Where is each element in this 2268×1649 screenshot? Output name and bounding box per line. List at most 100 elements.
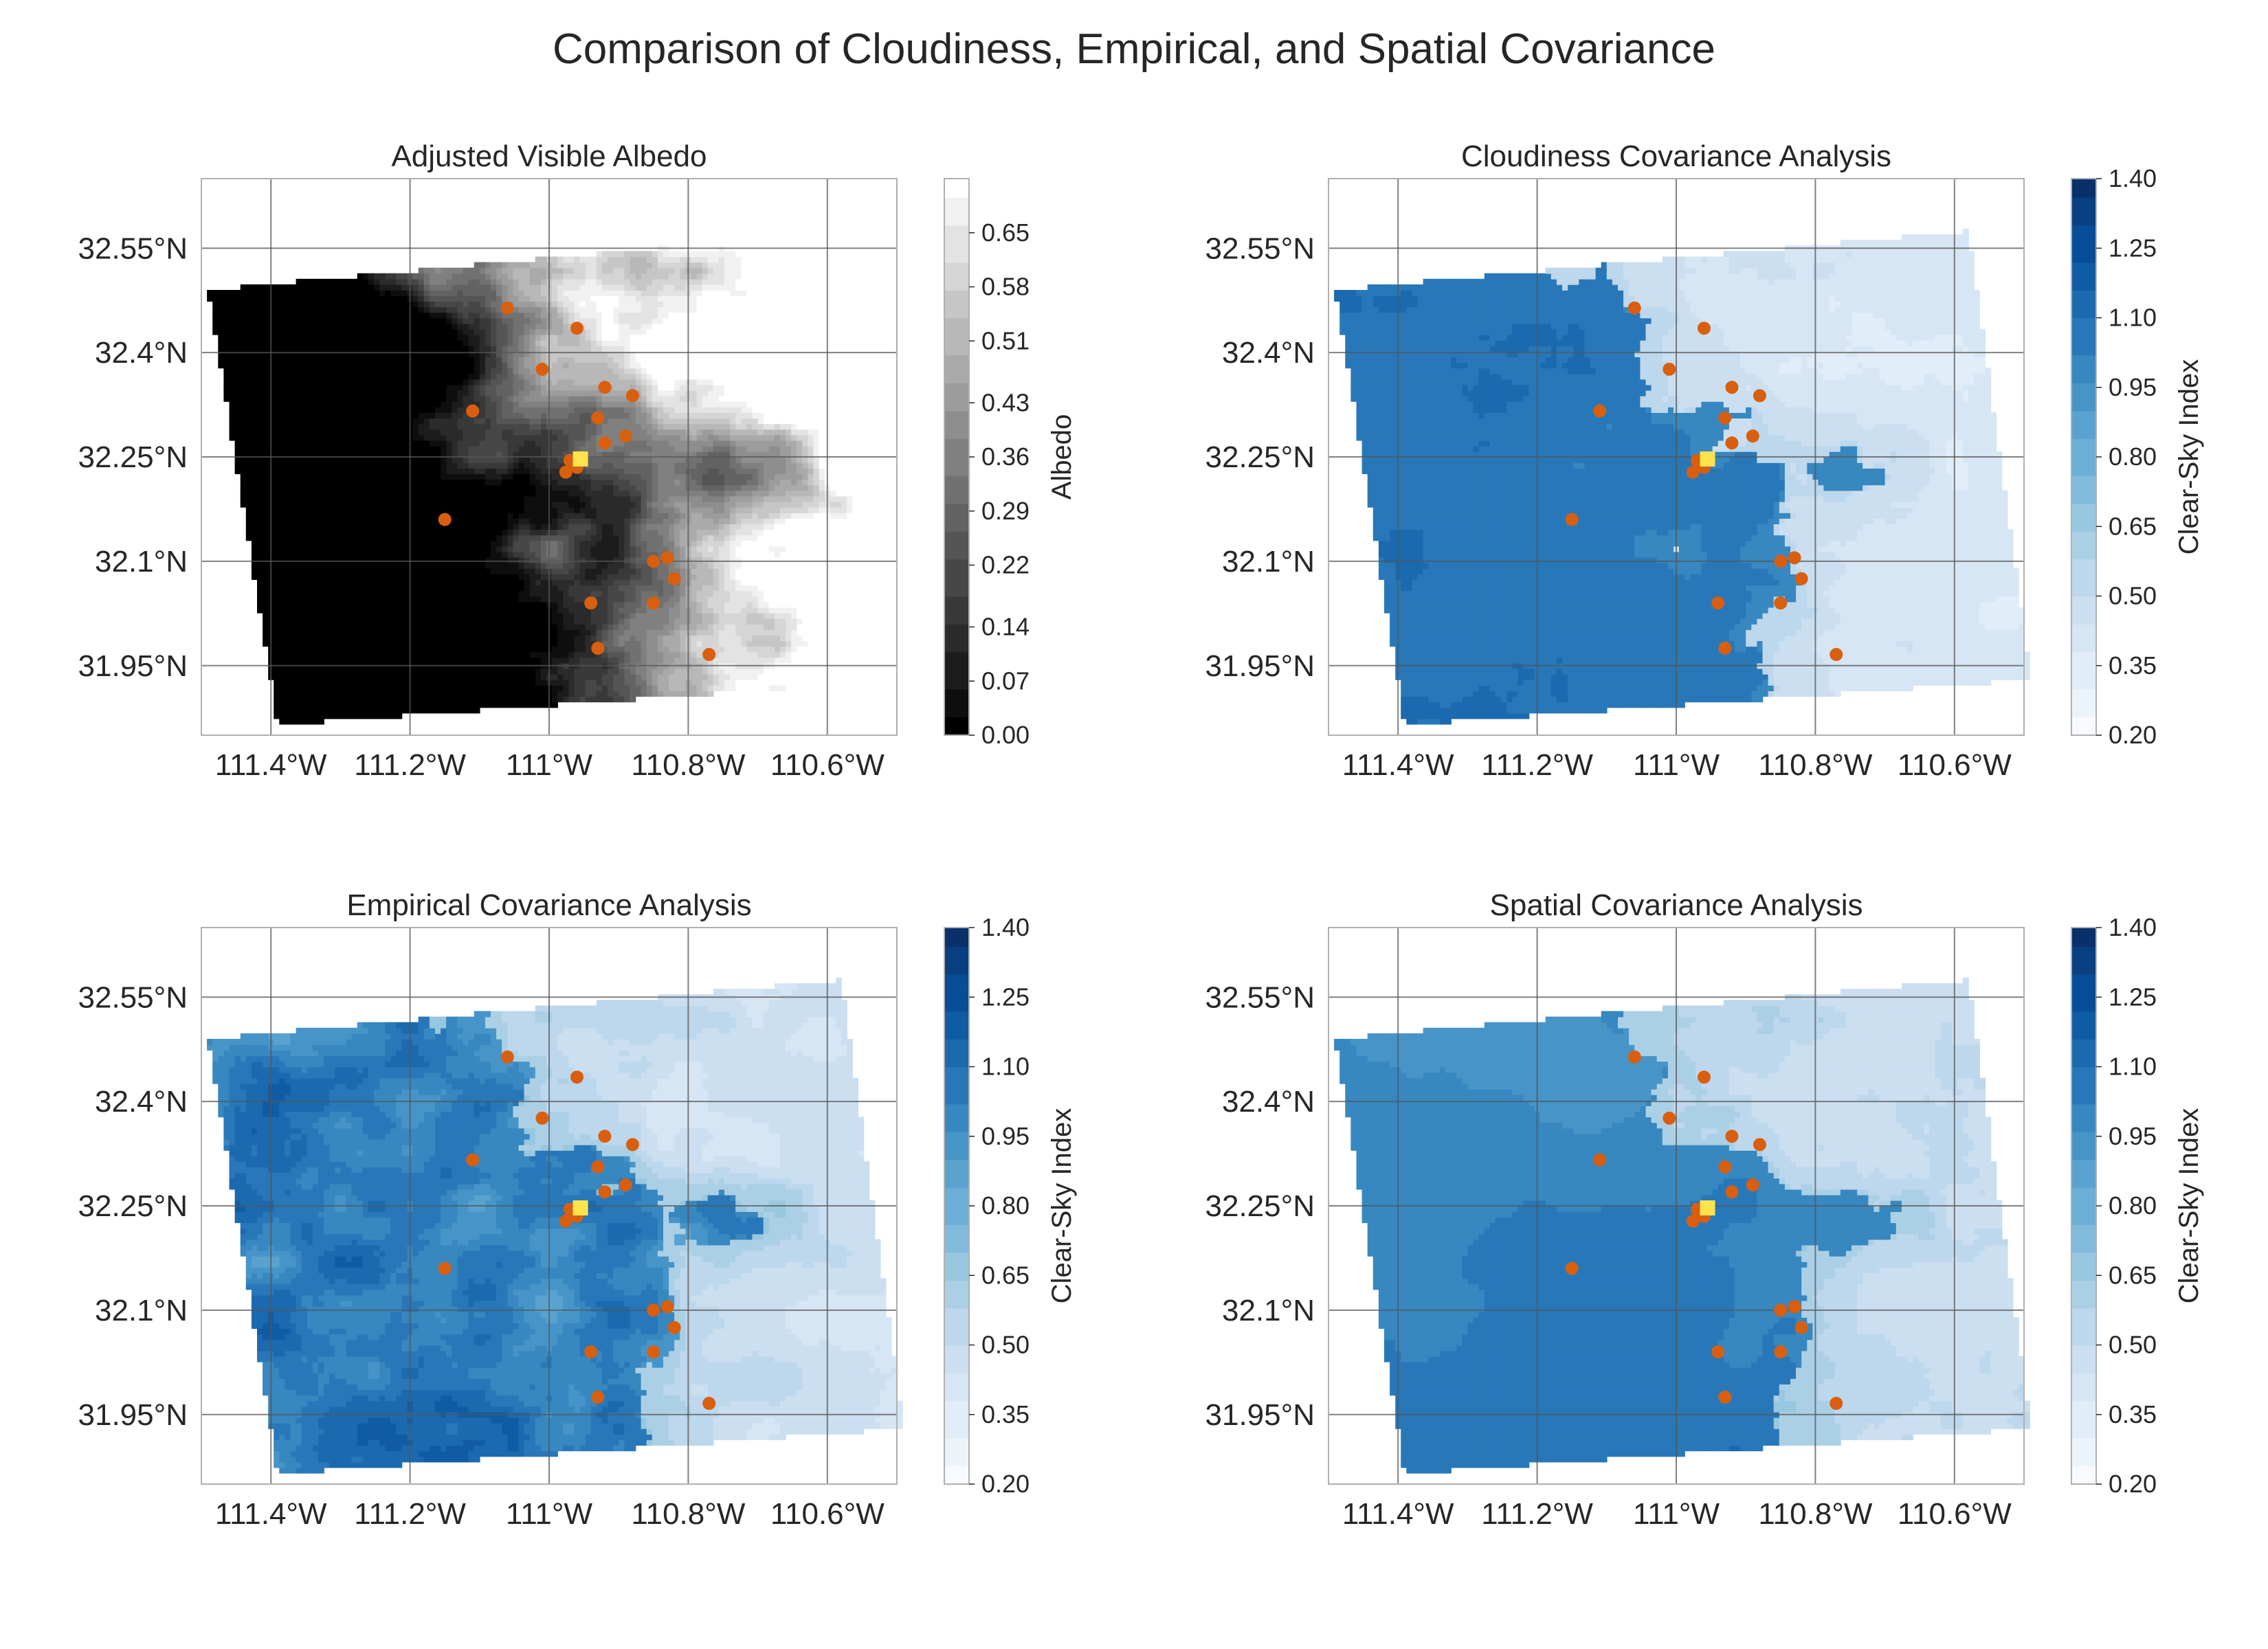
heatmap-cell bbox=[452, 590, 458, 597]
heatmap-cell bbox=[579, 379, 586, 385]
heatmap-cell bbox=[340, 535, 347, 541]
heatmap-cell bbox=[390, 328, 397, 335]
heatmap-cell bbox=[285, 312, 291, 319]
heatmap-cell bbox=[479, 607, 486, 614]
heatmap-cell bbox=[240, 351, 247, 357]
heatmap-cell bbox=[251, 306, 258, 313]
heatmap-cell bbox=[245, 401, 252, 407]
heatmap-cell bbox=[374, 473, 380, 480]
heatmap-cell bbox=[229, 295, 236, 302]
heatmap-cell bbox=[340, 357, 347, 363]
heatmap-cell bbox=[279, 373, 286, 380]
heatmap-cell bbox=[401, 702, 408, 708]
heatmap-cell bbox=[435, 390, 441, 396]
heatmap-cell bbox=[251, 451, 258, 458]
heatmap-cell bbox=[401, 379, 408, 385]
heatmap-cell bbox=[529, 278, 536, 285]
heatmap-cell bbox=[574, 657, 581, 664]
heatmap-cell bbox=[396, 362, 403, 369]
heatmap-cell bbox=[474, 429, 480, 436]
heatmap-cell bbox=[423, 618, 430, 625]
heatmap-cell bbox=[324, 579, 330, 586]
heatmap-cell bbox=[563, 624, 570, 630]
heatmap-cell bbox=[385, 339, 392, 346]
heatmap-cell bbox=[524, 640, 531, 647]
heatmap-cell bbox=[457, 395, 464, 402]
heatmap-cell bbox=[479, 535, 486, 541]
heatmap-cell bbox=[457, 278, 464, 285]
heatmap-cell bbox=[518, 317, 525, 324]
heatmap-cell bbox=[540, 484, 547, 491]
heatmap-cell bbox=[340, 384, 347, 391]
heatmap-cell bbox=[257, 384, 263, 391]
heatmap-cell bbox=[513, 657, 520, 664]
heatmap-cell bbox=[507, 579, 514, 586]
heatmap-cell bbox=[568, 301, 575, 308]
heatmap-cell bbox=[385, 546, 392, 552]
heatmap-cell bbox=[374, 407, 380, 413]
heatmap-cell bbox=[290, 334, 297, 341]
figure-title: Comparison of Cloudiness, Empirical, and… bbox=[0, 25, 2268, 74]
heatmap-cell bbox=[441, 357, 447, 363]
heatmap-cell bbox=[429, 540, 436, 547]
heatmap-cell bbox=[290, 457, 297, 463]
heatmap-cell bbox=[457, 668, 464, 675]
heatmap-cell bbox=[485, 290, 491, 296]
heatmap-cell bbox=[362, 657, 369, 664]
heatmap-cell bbox=[218, 362, 225, 369]
heatmap-cell bbox=[429, 607, 436, 614]
heatmap-cell bbox=[312, 607, 319, 614]
heatmap-cell bbox=[457, 618, 464, 625]
heatmap-cell bbox=[362, 290, 369, 296]
heatmap-cell bbox=[429, 339, 436, 346]
heatmap-cell bbox=[479, 346, 486, 352]
heatmap-cell bbox=[485, 273, 491, 280]
heatmap-cell bbox=[535, 518, 542, 524]
heatmap-cell bbox=[396, 524, 403, 530]
heatmap-cell bbox=[585, 379, 592, 385]
heatmap-cell bbox=[324, 601, 330, 608]
heatmap-cell bbox=[474, 540, 480, 547]
heatmap-cell bbox=[529, 434, 536, 441]
heatmap-cell bbox=[263, 473, 269, 480]
heatmap-cell bbox=[412, 334, 419, 341]
heatmap-cell bbox=[346, 290, 353, 296]
heatmap-cell bbox=[379, 440, 386, 447]
heatmap-cell bbox=[579, 657, 586, 664]
heatmap-cell bbox=[513, 702, 520, 708]
heatmap-cell bbox=[385, 596, 392, 603]
heatmap-cell bbox=[429, 284, 436, 291]
heatmap-cell bbox=[285, 718, 291, 725]
heatmap-cell bbox=[452, 490, 458, 497]
heatmap-cell bbox=[452, 468, 458, 475]
heatmap-cell bbox=[412, 390, 419, 396]
heatmap-cell bbox=[374, 328, 380, 335]
heatmap-cell bbox=[307, 618, 313, 625]
heatmap-cell bbox=[385, 323, 392, 330]
heatmap-cell bbox=[507, 462, 514, 469]
heatmap-cell bbox=[474, 646, 480, 653]
heatmap-cell bbox=[552, 529, 558, 536]
heatmap-cell bbox=[491, 412, 497, 419]
heatmap-cell bbox=[390, 301, 397, 308]
heatmap-cell bbox=[557, 618, 564, 625]
heatmap-cell bbox=[346, 607, 353, 614]
heatmap-cell bbox=[479, 290, 486, 296]
heatmap-cell bbox=[485, 473, 491, 480]
heatmap-cell bbox=[412, 290, 419, 296]
heatmap-cell bbox=[318, 524, 324, 530]
heatmap-cell bbox=[396, 323, 403, 330]
heatmap-cell bbox=[496, 407, 502, 413]
heatmap-cell bbox=[585, 434, 592, 441]
heatmap-cell bbox=[518, 418, 525, 425]
heatmap-cell bbox=[351, 495, 358, 502]
heatmap-cell bbox=[502, 395, 509, 402]
heatmap-cell bbox=[290, 506, 297, 513]
heatmap-cell bbox=[557, 401, 564, 407]
heatmap-cell bbox=[491, 518, 497, 524]
heatmap-cell bbox=[307, 624, 313, 630]
heatmap-cell bbox=[446, 640, 453, 647]
heatmap-cell bbox=[513, 484, 520, 491]
heatmap-cell bbox=[401, 540, 408, 547]
heatmap-cell bbox=[552, 651, 558, 658]
